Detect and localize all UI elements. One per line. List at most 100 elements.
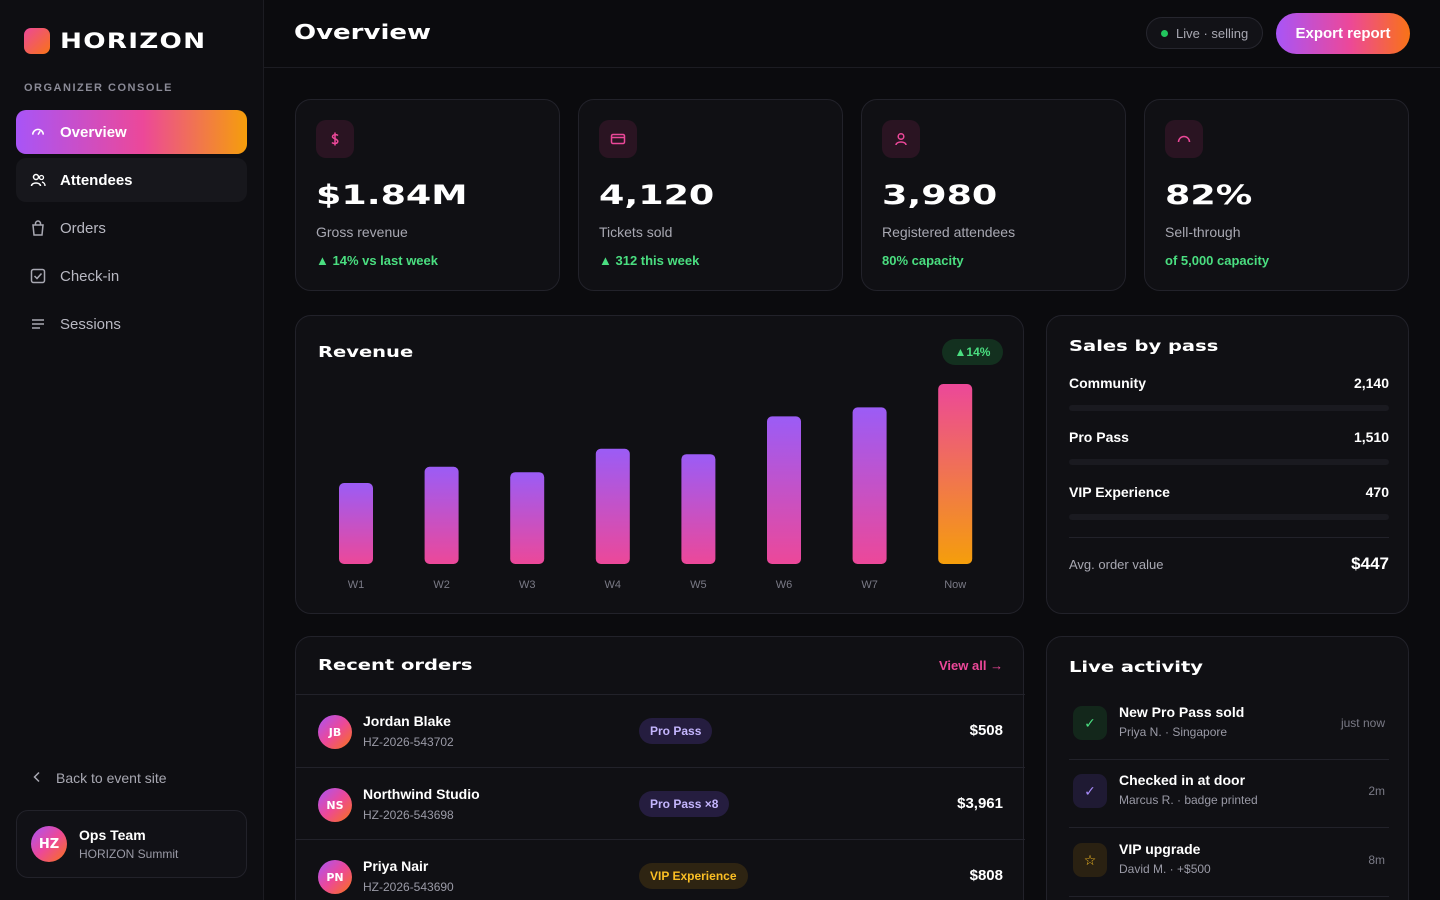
sidebar-item-overview[interactable]: Overview — [16, 110, 247, 154]
activity-time: just now — [1340, 716, 1385, 730]
view-all-link[interactable]: View all → — [939, 658, 1004, 673]
sales-by-pass-card: Sales by pass Community 2,140 Pro Pass 1… — [1046, 315, 1409, 614]
sidebar-nav: Overview Attendees Orders Check-in Sessi… — [16, 110, 247, 350]
sidebar-item-orders[interactable]: Orders — [16, 206, 247, 250]
revenue-bar-now[interactable] — [938, 384, 973, 564]
live-activity-title: Live activity — [1069, 658, 1204, 676]
revenue-bar-w1[interactable] — [339, 483, 373, 564]
avatar: NS — [318, 788, 352, 822]
brand-logo — [24, 28, 50, 54]
activity-title: New Pro Pass sold — [1119, 704, 1245, 720]
users-icon — [30, 172, 46, 188]
check-icon: ✓ — [1073, 706, 1107, 740]
revenue-bar-w3[interactable] — [510, 472, 545, 564]
activity-time: 2m — [1368, 784, 1385, 798]
ticket-icon — [599, 120, 637, 158]
x-tick-label: W1 — [348, 579, 365, 591]
sidebar-item-label: Overview — [60, 123, 127, 141]
x-tick-label: W3 — [519, 579, 536, 591]
order-customer: Northwind Studio — [363, 786, 480, 802]
revenue-bar-w7[interactable] — [852, 407, 887, 564]
pass-count: 470 — [1365, 484, 1389, 500]
live-status-pill: Live · selling — [1146, 17, 1264, 49]
sidebar-item-label: Attendees — [60, 171, 133, 189]
pass-row-community: Community 2,140 — [1069, 375, 1389, 411]
sidebar-item-check-in[interactable]: Check-in — [16, 254, 247, 298]
sidebar-item-sessions[interactable]: Sessions — [16, 302, 247, 346]
live-status-text: Live · selling — [1176, 25, 1249, 41]
stat-card-gross-revenue: $1.84M Gross revenue ▲ 14% vs last week — [295, 99, 560, 291]
avg-order-value: Avg. order value $447 — [1069, 537, 1389, 574]
sidebar-item-attendees[interactable]: Attendees — [16, 158, 247, 202]
sidebar-item-label: Sessions — [60, 315, 121, 333]
user-card[interactable]: HZ Ops Team HORIZON Summit — [16, 810, 247, 878]
table-row[interactable]: NS Northwind Studio HZ-2026-543698 Pro P… — [296, 767, 1025, 839]
console-label: ORGANIZER CONSOLE — [24, 82, 173, 94]
star-icon: ☆ — [1073, 843, 1107, 877]
revenue-bar-w6[interactable] — [767, 416, 801, 564]
pass-name: Community — [1069, 375, 1146, 391]
back-to-site-link[interactable]: Back to event site — [32, 770, 167, 786]
stat-value: 82% — [1165, 180, 1253, 211]
status-dot-icon — [1161, 29, 1168, 37]
stat-value: 3,980 — [882, 180, 998, 211]
x-tick-label: W4 — [605, 579, 622, 591]
brand-name: HORIZON — [60, 29, 207, 53]
order-id: HZ-2026-543698 — [363, 808, 454, 822]
avatar: JB — [318, 715, 352, 749]
activity-title: Checked in at door — [1119, 772, 1246, 788]
export-report-button[interactable]: Export report — [1276, 13, 1410, 54]
sales-by-pass-title: Sales by pass — [1069, 337, 1219, 355]
user-icon — [882, 120, 920, 158]
chevron-left-icon — [32, 770, 42, 786]
stat-label: Tickets sold — [599, 224, 673, 240]
gauge-icon — [1165, 120, 1203, 158]
stat-card-sell-through: 82% Sell-through of 5,000 capacity — [1144, 99, 1409, 291]
revenue-title: Revenue — [318, 343, 414, 361]
x-tick-label: Now — [944, 579, 966, 591]
stat-label: Sell-through — [1165, 224, 1241, 240]
list-item[interactable]: ☆ VIP upgrade David M. · +$500 8m — [1069, 829, 1389, 897]
revenue-bar-w2[interactable] — [424, 466, 459, 564]
pass-row-vip: VIP Experience 470 — [1069, 484, 1389, 520]
pass-badge: VIP Experience — [639, 863, 748, 889]
avatar: PN — [318, 860, 352, 894]
order-amount: $508 — [969, 722, 1003, 739]
order-id: HZ-2026-543690 — [363, 880, 454, 894]
top-bar: Overview Live · selling Export report — [264, 0, 1440, 68]
pass-progress-track — [1069, 514, 1389, 520]
activity-title: VIP upgrade — [1119, 841, 1201, 857]
revenue-bar-w5[interactable] — [681, 454, 716, 564]
activity-detail: Marcus R. · badge printed — [1119, 793, 1258, 807]
gauge-icon — [30, 124, 46, 140]
list-icon — [30, 316, 46, 332]
pass-name: VIP Experience — [1069, 484, 1170, 500]
list-item[interactable]: ✓ New Pro Pass sold Priya N. · Singapore… — [1069, 692, 1389, 760]
revenue-bar-w4[interactable] — [595, 448, 630, 564]
table-row[interactable]: PN Priya Nair HZ-2026-543690 VIP Experie… — [296, 839, 1025, 900]
list-item[interactable]: ✓ Checked in at door Marcus R. · badge p… — [1069, 760, 1389, 828]
x-tick-label: W6 — [776, 579, 793, 591]
dollar-icon — [316, 120, 354, 158]
table-row[interactable]: JB Jordan Blake HZ-2026-543702 Pro Pass … — [296, 694, 1025, 766]
stat-label: Gross revenue — [316, 224, 408, 240]
back-link-label: Back to event site — [56, 770, 167, 786]
sidebar-item-label: Check-in — [60, 267, 120, 285]
brand[interactable]: HORIZON — [24, 28, 205, 54]
pass-name: Pro Pass — [1069, 429, 1129, 445]
page-title: Overview — [294, 20, 432, 44]
pass-badge: Pro Pass ×8 — [639, 791, 730, 817]
stat-delta: ▲ 312 this week — [599, 253, 700, 268]
stat-delta: 80% capacity — [882, 253, 964, 268]
stat-card-tickets-sold: 4,120 Tickets sold ▲ 312 this week — [578, 99, 843, 291]
recent-orders-card: Recent orders View all → JB Jordan Blake… — [295, 636, 1025, 900]
live-activity-card: Live activity ✓ New Pro Pass sold Priya … — [1046, 636, 1409, 900]
recent-orders-title: Recent orders — [318, 656, 473, 674]
sidebar: HORIZON ORGANIZER CONSOLE Overview Atten… — [0, 0, 264, 900]
x-tick-label: W7 — [861, 579, 878, 591]
check-icon: ✓ — [1073, 774, 1107, 808]
order-customer: Priya Nair — [363, 858, 429, 874]
revenue-bar-chart: W1 W2 W3 W4 W5 W6 W7 Now — [339, 384, 973, 591]
order-amount: $3,961 — [957, 795, 1003, 812]
pass-badge: Pro Pass — [639, 718, 713, 744]
